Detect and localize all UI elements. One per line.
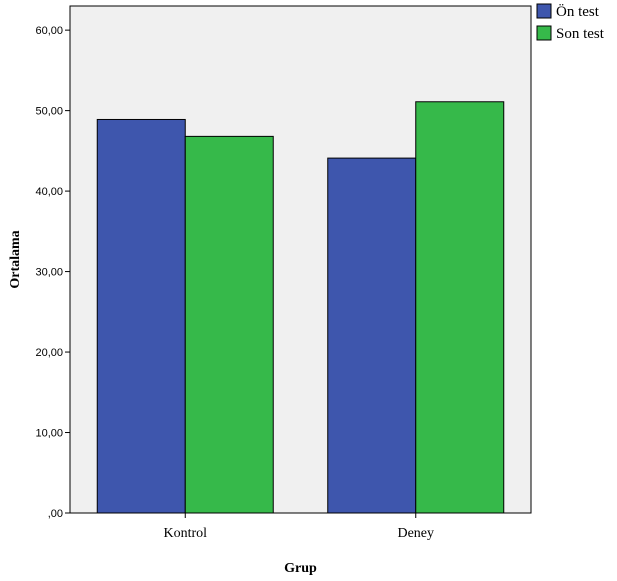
- x-axis: Kontrol Deney: [163, 513, 434, 541]
- y-tick-label: 10,00: [35, 428, 63, 440]
- legend: Ön test Son test: [536, 3, 605, 42]
- x-tick-label: Deney: [397, 526, 434, 541]
- bar-kontrol-son-test: [184, 135, 274, 514]
- legend-label: Son test: [556, 26, 605, 42]
- y-tick-label: 40,00: [35, 186, 63, 198]
- legend-swatch: [536, 3, 552, 19]
- y-tick-label: 20,00: [35, 347, 63, 359]
- bars: [96, 101, 505, 514]
- legend-label: Ön test: [556, 3, 600, 20]
- x-tick-label: Kontrol: [163, 526, 207, 541]
- bar-deney-son-test: [415, 101, 505, 514]
- x-axis-title: Grup: [284, 561, 317, 576]
- bar-kontrol-on-test: [96, 118, 186, 514]
- y-tick-label: 50,00: [35, 106, 63, 118]
- y-tick-label: ,00: [48, 508, 63, 520]
- y-axis: ,00 10,00 20,00 30,00 40,00 50,00 60,00: [35, 25, 70, 520]
- bar-deney-on-test: [327, 157, 417, 514]
- y-tick-label: 60,00: [35, 25, 63, 37]
- legend-swatch: [536, 25, 552, 41]
- y-tick-label: 30,00: [35, 267, 63, 279]
- y-axis-title: Ortalama: [8, 230, 23, 288]
